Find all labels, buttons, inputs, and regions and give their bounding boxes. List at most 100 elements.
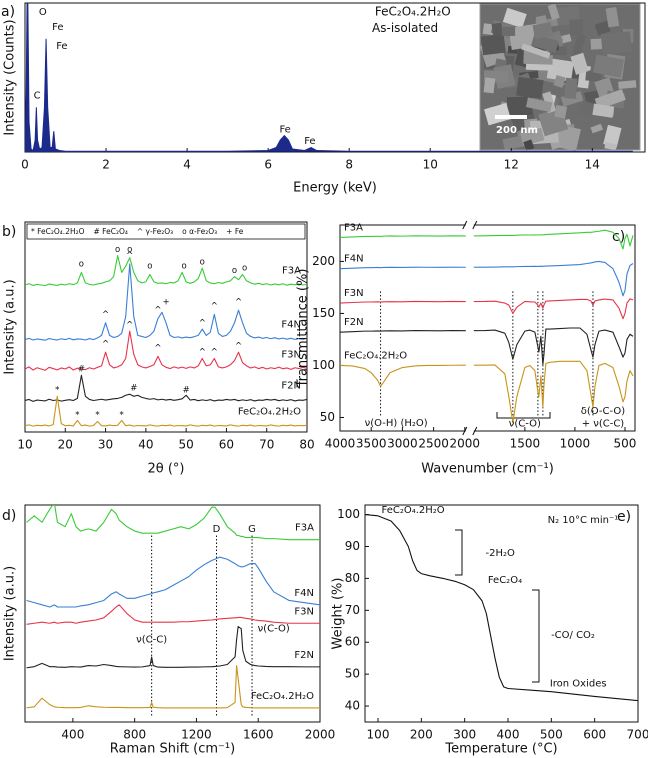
annotation: *: [95, 411, 99, 421]
annotation: ^: [211, 348, 218, 358]
series-label: FeC₂O₄.2H₂O: [238, 406, 301, 417]
annotation: + ν(C-C): [582, 419, 625, 430]
axis-break-mark: [472, 220, 478, 230]
x-axis-label: Raman Shift (cm⁻¹): [110, 742, 235, 757]
panel-label: e): [617, 509, 631, 525]
sem-grain: [605, 6, 620, 28]
annotation: *: [75, 411, 79, 421]
x-tick-label: 60: [219, 438, 234, 452]
x-tick-label: 3500: [356, 437, 387, 451]
series-label: FeC₂O₄.2H₂O: [251, 691, 314, 702]
sem-grain: [506, 96, 533, 116]
x-tick-label: 400: [497, 728, 520, 742]
bracket: [455, 529, 463, 576]
series-label: F4N: [344, 254, 364, 265]
annotation: O: [39, 7, 47, 18]
y-axis-label: Intensity (a.u.): [3, 566, 18, 661]
x-tick-label: 800: [123, 728, 146, 742]
annotation: ν(C-O): [258, 624, 290, 635]
y-tick-label: 70: [345, 603, 360, 617]
series-line: [25, 374, 307, 402]
annotation: ^: [102, 339, 109, 349]
axis-break-mark: [462, 220, 468, 230]
series-label: F3A: [282, 265, 301, 276]
axis-break-mark: [462, 426, 468, 436]
annotation: FeC₂O₄.2H₂O: [375, 4, 451, 18]
annotation: FeC₂O₄: [488, 575, 522, 586]
x-axis-label: 2θ (°): [147, 462, 184, 477]
series-label: F3A: [344, 222, 363, 233]
x-tick-label: 10: [423, 158, 438, 172]
sem-grain: [484, 102, 511, 126]
annotation: ^: [126, 251, 133, 261]
y-tick-label: 50: [320, 410, 335, 424]
x-tick-label: 10: [17, 438, 32, 452]
x-tick-label: 1000: [560, 437, 591, 451]
y-tick-label: 50: [345, 667, 360, 681]
sem-image: [479, 3, 641, 152]
series-line: [340, 298, 634, 320]
annotation: +: [162, 297, 169, 307]
sem-grain: [502, 134, 528, 151]
annotation: o: [182, 262, 187, 272]
x-tick-label: 20: [58, 438, 73, 452]
spectrum-area: [25, 3, 633, 152]
x-tick-label: 70: [259, 438, 274, 452]
legend-item: o α-Fe₂O₃: [182, 227, 217, 236]
legend-item: * FeC₂O₄.2H₂O: [31, 227, 85, 236]
scale-label: 200 nm: [496, 125, 538, 136]
annotation: #: [130, 383, 137, 393]
sem-grain: [594, 88, 626, 110]
sem-frame: [479, 3, 641, 151]
annotation: ^: [154, 306, 161, 316]
y-tick-label: 200: [312, 254, 335, 268]
panel-label: b): [2, 224, 16, 240]
x-tick-label: 500: [614, 437, 637, 451]
annotation: Fe: [52, 22, 63, 33]
series-line: [340, 260, 634, 297]
panel-label: a): [1, 4, 15, 20]
annotation: ν(C-C): [136, 635, 167, 646]
annotation: o: [200, 257, 205, 267]
x-axis-label: Wavenumber (cm⁻¹): [421, 462, 554, 477]
x-tick-label: 2500: [418, 437, 449, 451]
annotation: ^: [199, 348, 206, 358]
x-tick-label: 600: [583, 728, 606, 742]
annotation: ^: [211, 302, 218, 312]
y-axis-label: Weight (%): [331, 578, 346, 650]
x-tick-label: 14: [585, 158, 600, 172]
annotation: As-isolated: [372, 21, 438, 35]
plot-area: [25, 255, 307, 427]
series-line: [340, 360, 634, 424]
annotation: N₂ 10°C min⁻¹: [548, 515, 619, 526]
series-label: F3N: [344, 288, 364, 299]
annotation: ν(C-O): [509, 419, 541, 430]
y-tick-label: 60: [345, 635, 360, 649]
plot-area: [26, 505, 320, 709]
x-tick-label: 12: [504, 158, 519, 172]
sem-grain: [483, 77, 496, 94]
x-tick-label: 0: [21, 158, 29, 172]
x-tick-label: 80: [299, 438, 314, 452]
x-tick-label: 2000: [305, 728, 336, 742]
y-tick-label: 150: [312, 306, 335, 320]
x-tick-label: 3000: [387, 437, 418, 451]
annotation: *: [120, 411, 124, 421]
sem-grain: [501, 26, 516, 37]
sem-grain: [553, 74, 566, 88]
x-tick-label: 8: [345, 158, 353, 172]
x-tick-label: 50: [179, 438, 194, 452]
x-tick-label: 30: [98, 438, 113, 452]
sem-grain: [570, 52, 589, 75]
sem-grain: [600, 31, 632, 55]
x-tick-label: 700: [627, 728, 648, 742]
annotation: o: [242, 264, 247, 274]
sem-grain: [594, 20, 611, 36]
sem-grain: [502, 7, 527, 29]
plot-frame: [24, 2, 646, 153]
y-axis-label: Transmittance (%): [296, 269, 311, 389]
series-line: [26, 604, 320, 625]
sem-grain: [491, 22, 503, 37]
series-label: F2N: [281, 380, 301, 391]
annotation: -2H₂O: [486, 548, 515, 559]
